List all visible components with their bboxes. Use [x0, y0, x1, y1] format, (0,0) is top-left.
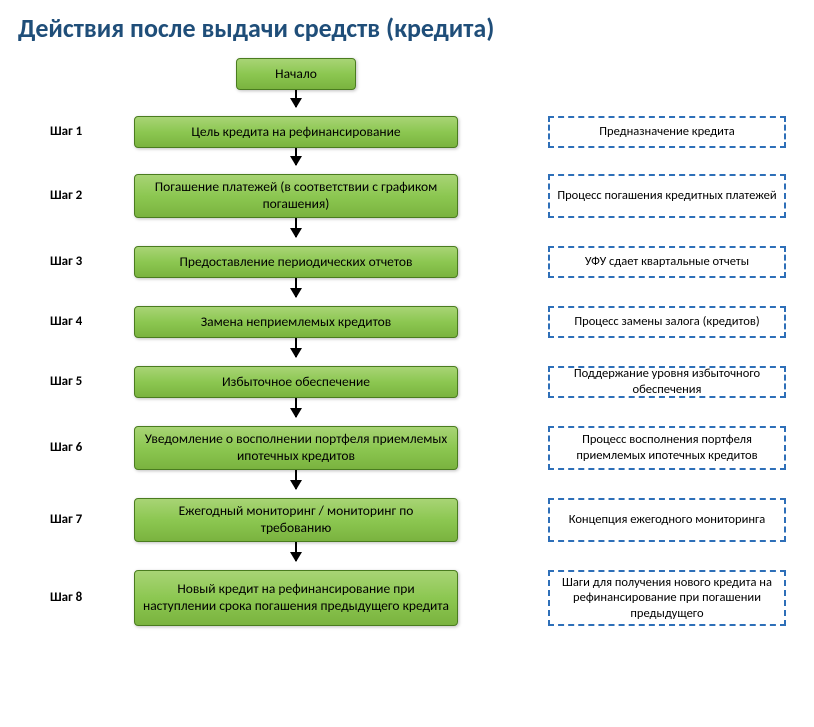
flow-arrow	[295, 218, 297, 237]
flow-step-box: Предоставление периодических отчетов	[134, 246, 458, 278]
flow-step-box: Погашение платежей (в соответствии с гра…	[134, 174, 458, 218]
flow-step-box: Замена неприемлемых кредитов	[134, 306, 458, 338]
step-label: Шаг 4	[50, 314, 110, 329]
note-box: Предназначение кредита	[548, 116, 786, 148]
note-box: Концепция ежегодного мониторинга	[548, 498, 786, 542]
step-label: Шаг 5	[50, 374, 110, 389]
note-box: УФУ сдает квартальные отчеты	[548, 246, 786, 278]
start-node: Начало	[236, 58, 356, 90]
flowchart-diagram: Начало Шаг 1 Цель кредита на рефинансирова…	[18, 58, 796, 718]
step-label: Шаг 1	[50, 124, 110, 139]
flow-step-box: Цель кредита на рефинансирование	[134, 116, 458, 148]
note-box: Процесс восполнения портфеля приемлемых …	[548, 426, 786, 470]
note-box: Процесс погашения кредитных платежей	[548, 174, 786, 218]
step-label: Шаг 3	[50, 254, 110, 269]
flow-arrow	[295, 470, 297, 489]
step-label: Шаг 6	[50, 440, 110, 455]
page-title: Действия после выдачи средств (кредита)	[18, 12, 796, 44]
flow-arrow	[295, 148, 297, 165]
flow-arrow	[295, 398, 297, 417]
step-label: Шаг 8	[50, 590, 110, 605]
flow-step-box: Новый кредит на рефинансирование при нас…	[134, 570, 458, 626]
step-label: Шаг 2	[50, 188, 110, 203]
flow-step-box: Избыточное обеспечение	[134, 366, 458, 398]
flow-step-box: Ежегодный мониторинг / мониторинг по тре…	[134, 498, 458, 542]
flow-step-box: Уведомление о восполнении портфеля прием…	[134, 426, 458, 470]
note-box: Процесс замены залога (кредитов)	[548, 306, 786, 338]
flow-arrow	[295, 338, 297, 357]
flow-arrow	[295, 542, 297, 561]
flow-arrow	[295, 90, 297, 107]
flow-arrow	[295, 278, 297, 297]
note-box: Поддержание уровня избыточного обеспечен…	[548, 366, 786, 398]
note-box: Шаги для получения нового кредита на реф…	[548, 570, 786, 626]
step-label: Шаг 7	[50, 512, 110, 527]
